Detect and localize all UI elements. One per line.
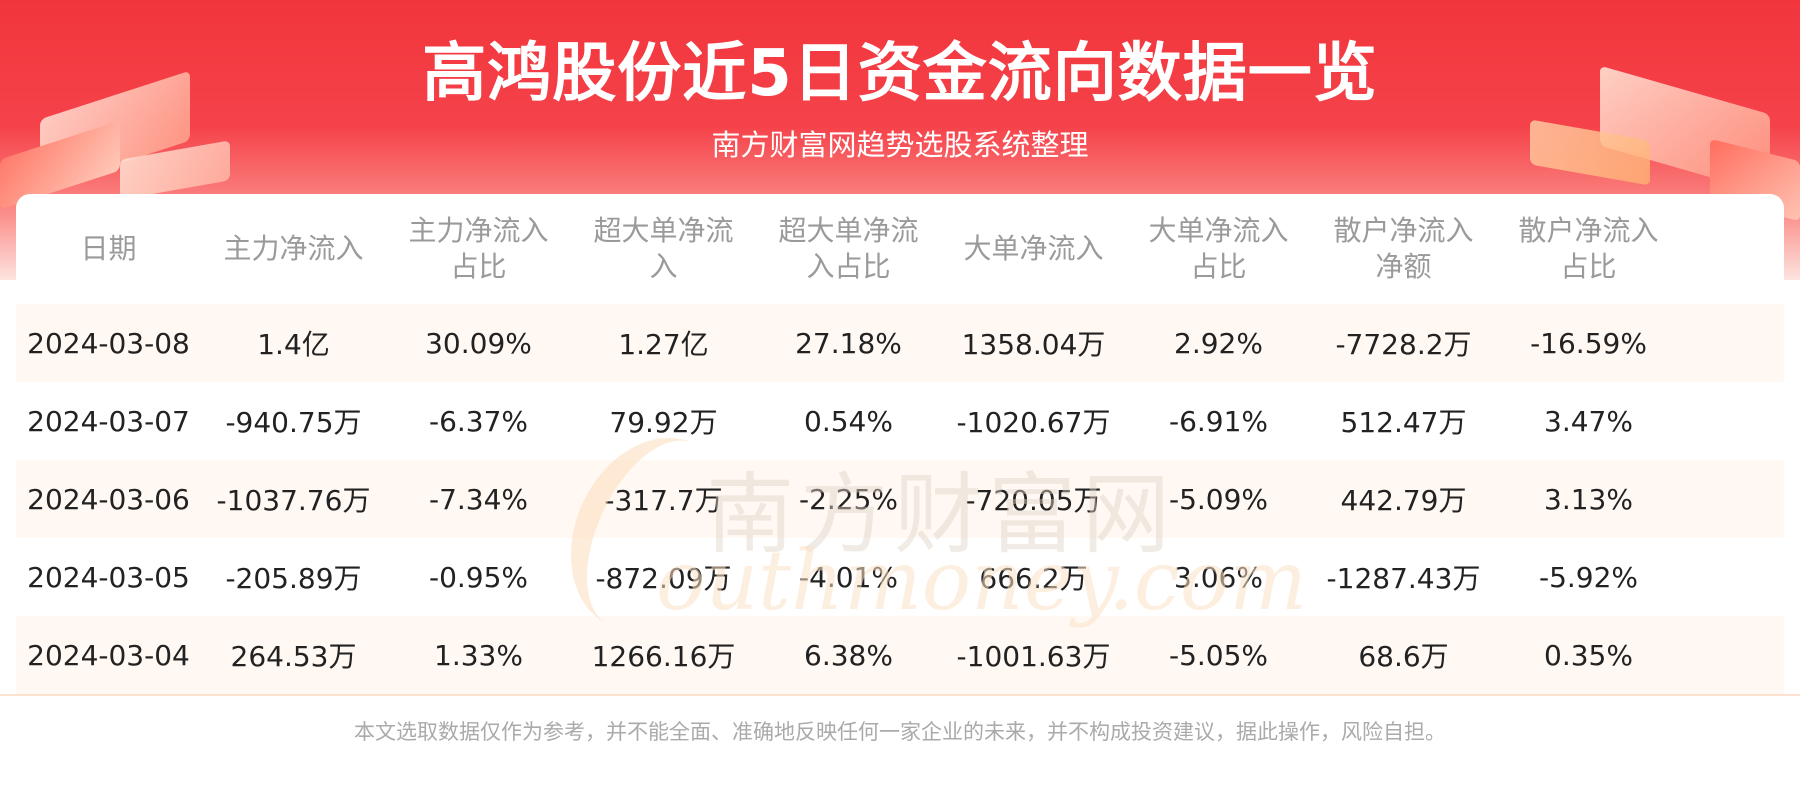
column-header-line: 日期 [80, 232, 137, 265]
column-header: 超大单净流入 [571, 194, 756, 304]
page-subtitle: 南方财富网趋势选股系统整理 [711, 128, 1089, 162]
table-header-row: 日期 主力净流入 主力净流入 占比 超大单净流入超大单净流 入占比 大单净流入 大单净流入 占比… [16, 194, 1784, 304]
date-cell: 2024-03-05 [27, 560, 190, 594]
value-cell: 442.79万 [1340, 484, 1467, 517]
table-body: 2024-03-08 1.4亿 30.09% 1.27亿 27.18% 1358.04万 2… [16, 304, 1784, 694]
table-row: 2024-03-04 264.53万 1.33% 1266.16万 6.38% -1001… [16, 616, 1784, 694]
page-title: 高鸿股份近5日资金流向数据一览 [422, 37, 1378, 111]
value-cell: -5.92% [1538, 560, 1639, 594]
column-header: 散户净流入 净额 [1311, 194, 1496, 304]
footer-divider [0, 694, 1800, 696]
value-cell: -317.7万 [604, 484, 723, 517]
value-cell: -7728.2万 [1335, 328, 1472, 361]
value-cell: -6.37% [428, 404, 529, 438]
value-cell: 3.13% [1544, 482, 1633, 516]
column-header-line: 占比 [450, 250, 507, 283]
column-header: 主力净流入 占比 [386, 194, 571, 304]
column-header: 散户净流入 占比 [1496, 194, 1681, 304]
value-cell: 1358.04万 [961, 328, 1106, 361]
value-cell: -1037.76万 [216, 484, 371, 517]
value-cell: -720.05万 [965, 484, 1102, 517]
value-cell: 68.6万 [1358, 640, 1449, 673]
date-cell: 2024-03-07 [27, 404, 190, 438]
value-cell: 0.35% [1544, 638, 1633, 672]
column-header-line: 入占比 [806, 250, 891, 283]
value-cell: 6.38% [804, 638, 893, 672]
value-cell: 0.54% [804, 404, 893, 438]
value-cell: -4.01% [798, 560, 899, 594]
column-header-line: 占比 [1560, 250, 1617, 283]
date-cell: 2024-03-04 [27, 638, 190, 672]
value-cell: -1001.63万 [956, 640, 1111, 673]
value-cell: 27.18% [795, 326, 902, 360]
value-cell: -1287.43万 [1326, 562, 1481, 595]
disclaimer-text: 本文选取数据仅作为参考，并不能全面、准确地反映任何一家企业的未来，并不构成投资建… [354, 720, 1446, 744]
value-cell: -2.25% [798, 482, 899, 516]
value-cell: 1.4亿 [257, 328, 330, 361]
value-cell: -6.91% [1168, 404, 1269, 438]
column-header-line: 散户净流入 [1333, 214, 1474, 247]
table-row: 2024-03-08 1.4亿 30.09% 1.27亿 27.18% 1358.04万 2… [16, 304, 1784, 382]
column-header-line: 散户净流入 [1518, 214, 1659, 247]
column-header-line: 占比 [1190, 250, 1247, 283]
column-header-line: 超大单净流 [778, 214, 919, 247]
data-table-card: 日期 主力净流入 主力净流入 占比 超大单净流入超大单净流 入占比 大单净流入 大单净流入 占比… [16, 194, 1784, 696]
table-row: 2024-03-06 -1037.76万 -7.34% -317.7万 -2.25% -7… [16, 460, 1784, 538]
value-cell: 30.09% [425, 326, 532, 360]
column-header: 超大单净流 入占比 [756, 194, 941, 304]
value-cell: -16.59% [1530, 326, 1647, 360]
value-cell: -0.95% [428, 560, 529, 594]
column-header: 日期 [16, 194, 201, 304]
column-header-line: 超大单净流 [593, 214, 734, 247]
column-header: 大单净流入 [941, 194, 1126, 304]
value-cell: -940.75万 [225, 406, 362, 439]
value-cell: 3.47% [1544, 404, 1633, 438]
table-row: 2024-03-07 -940.75万 -6.37% 79.92万 0.54% -1020… [16, 382, 1784, 460]
value-cell: 1266.16万 [591, 640, 736, 673]
value-cell: 512.47万 [1340, 406, 1467, 439]
value-cell: -7.34% [428, 482, 529, 516]
column-header-line: 大单净流入 [963, 232, 1104, 265]
column-header-line: 入 [649, 250, 678, 283]
value-cell: 666.2万 [979, 562, 1088, 595]
column-header-line: 净额 [1375, 250, 1432, 283]
column-header: 主力净流入 [201, 194, 386, 304]
value-cell: 264.53万 [230, 640, 357, 673]
date-cell: 2024-03-06 [27, 482, 190, 516]
value-cell: 1.27亿 [618, 328, 709, 361]
value-cell: -1020.67万 [956, 406, 1111, 439]
value-cell: 3.06% [1174, 560, 1263, 594]
value-cell: 1.33% [434, 638, 523, 672]
value-cell: -205.89万 [225, 562, 362, 595]
column-header-line: 主力净流入 [223, 232, 364, 265]
column-header: 大单净流入 占比 [1126, 194, 1311, 304]
date-cell: 2024-03-08 [27, 326, 190, 360]
value-cell: 2.92% [1174, 326, 1263, 360]
value-cell: -5.05% [1168, 638, 1269, 672]
table-row: 2024-03-05 -205.89万 -0.95% -872.09万 -4.01% 66… [16, 538, 1784, 616]
value-cell: -5.09% [1168, 482, 1269, 516]
value-cell: 79.92万 [609, 406, 718, 439]
column-header-line: 大单净流入 [1148, 214, 1289, 247]
column-header-line: 主力净流入 [408, 214, 549, 247]
value-cell: -872.09万 [595, 562, 732, 595]
